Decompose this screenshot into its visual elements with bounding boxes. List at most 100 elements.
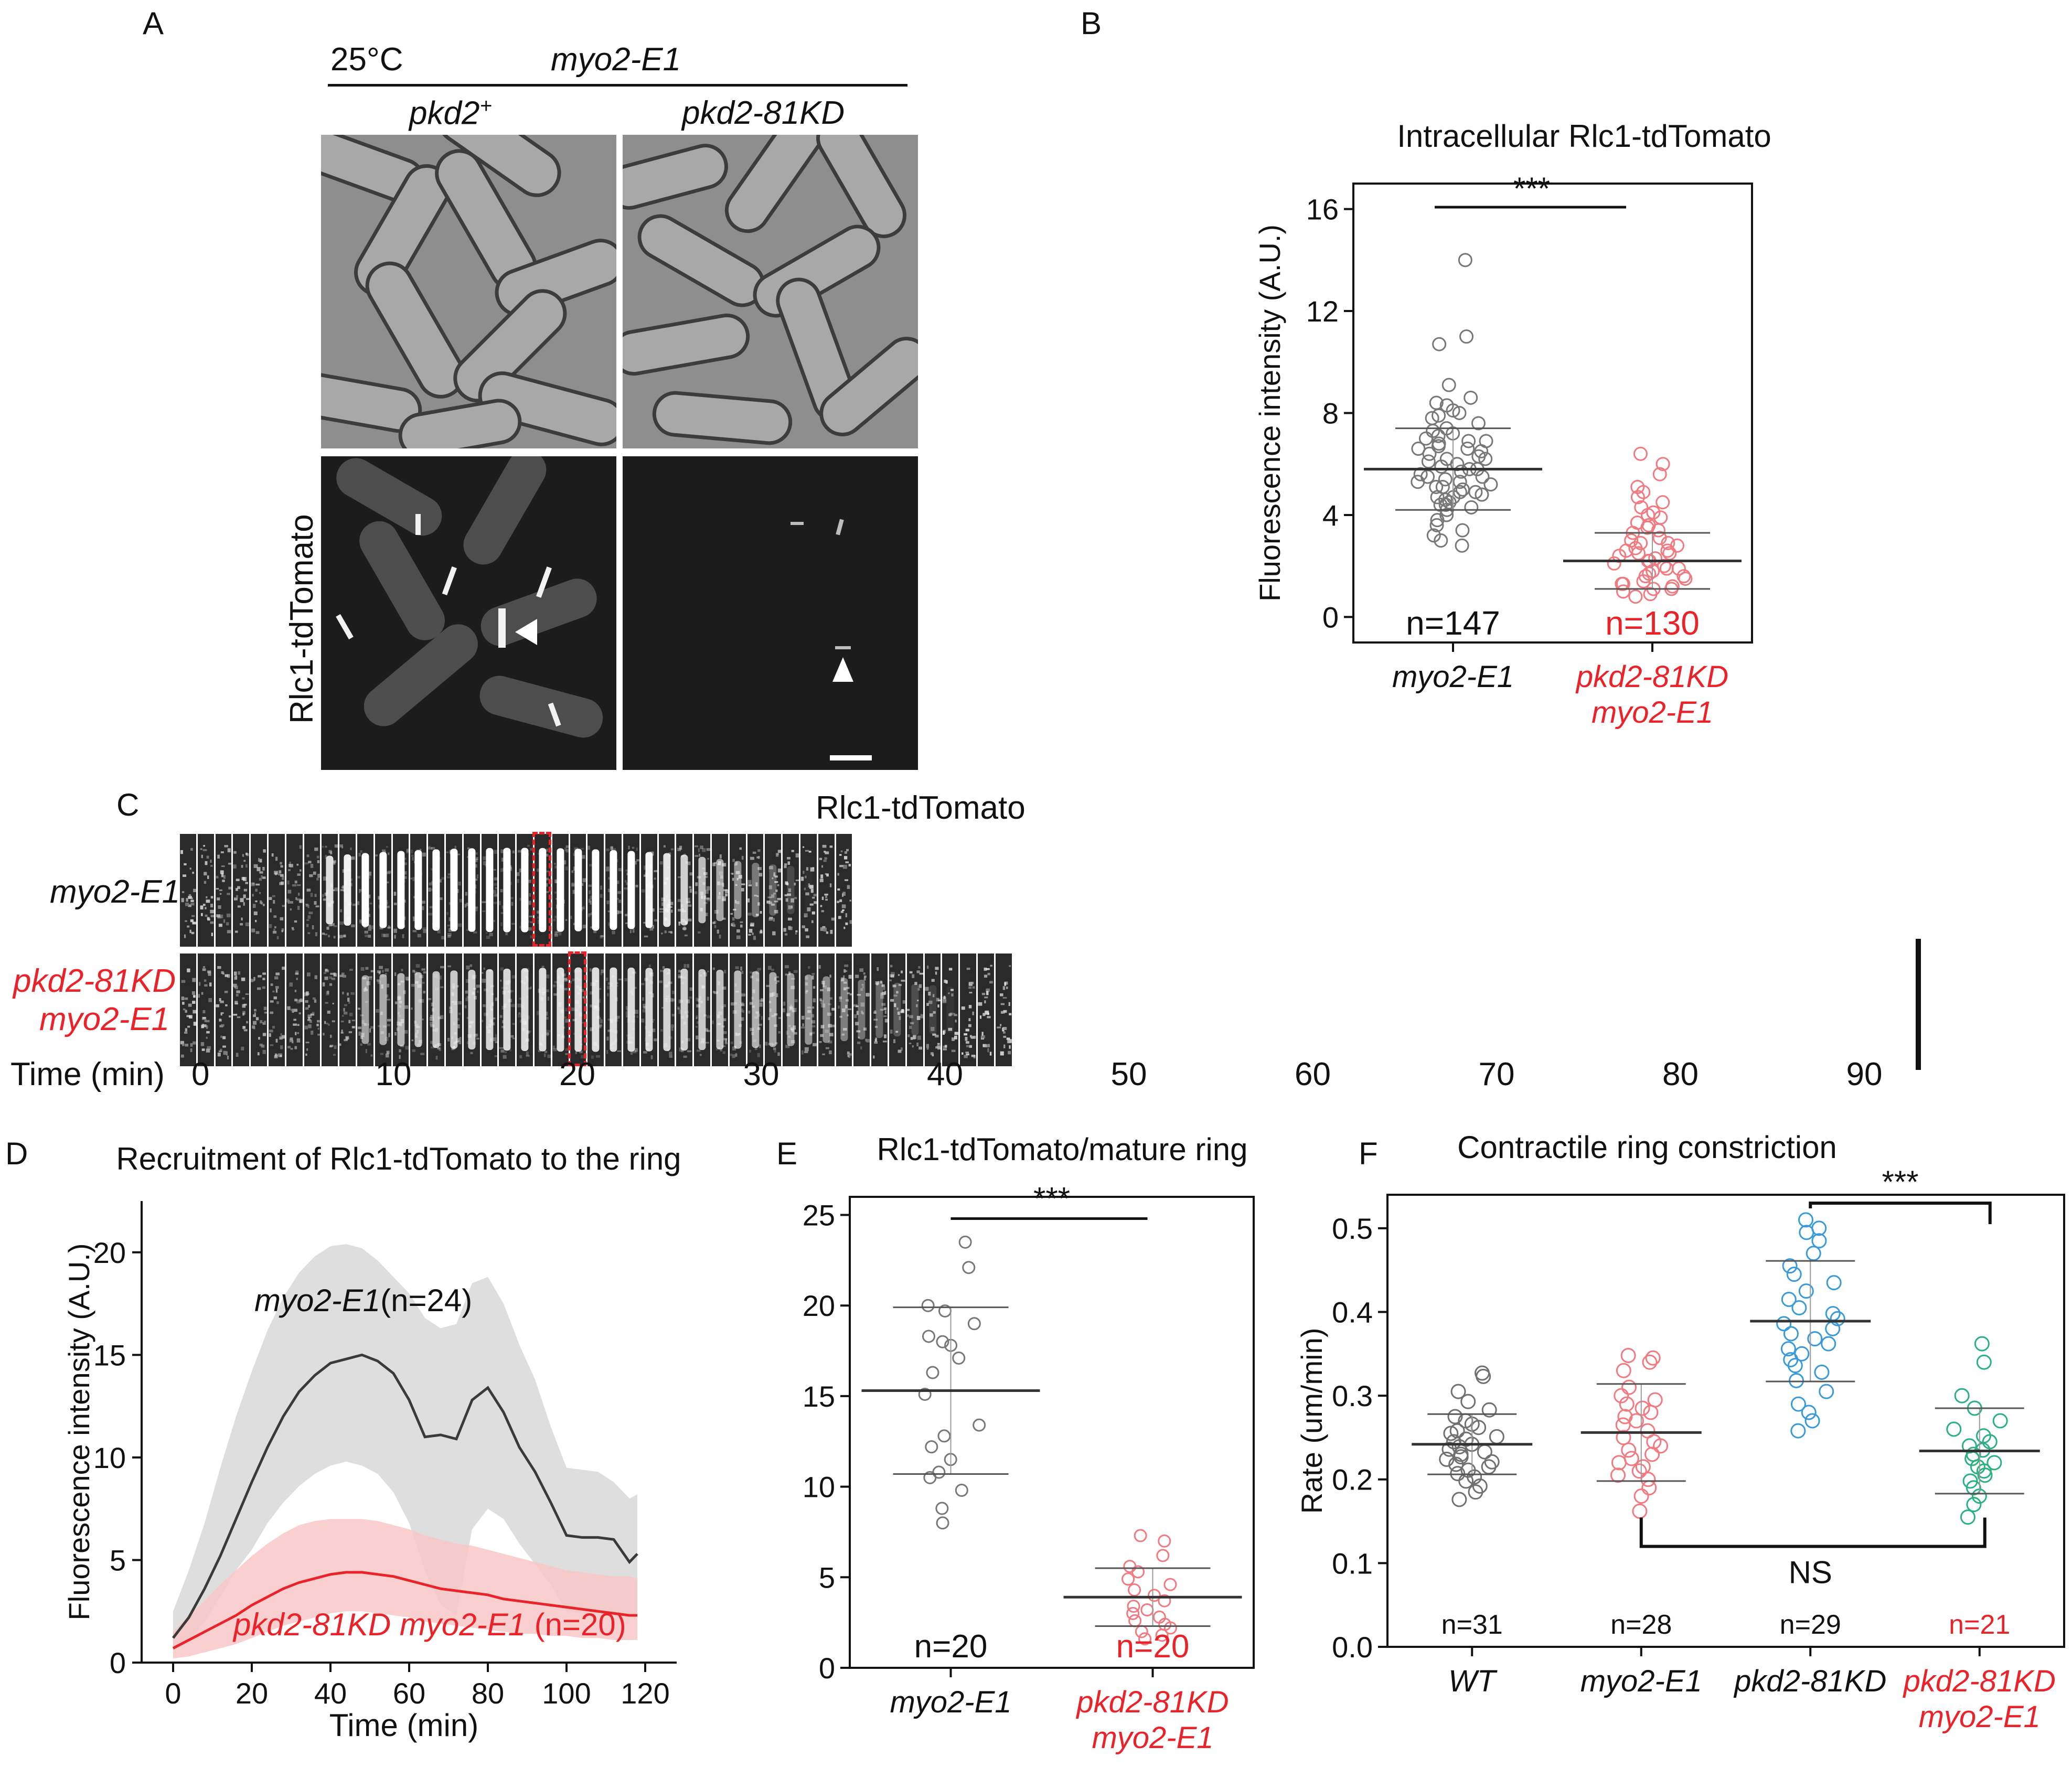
x-tick-label: 40 (314, 1677, 347, 1710)
speckle (836, 901, 839, 903)
speckle (875, 1025, 878, 1028)
speckle (927, 991, 931, 996)
speckle (307, 1004, 310, 1008)
speckle (206, 1048, 210, 1053)
speckle (793, 1008, 797, 1012)
speckle (840, 977, 845, 982)
speckle (828, 1050, 832, 1055)
speckle (273, 996, 277, 1000)
speckle (236, 895, 239, 899)
speckle (328, 850, 333, 853)
speckle (842, 1028, 847, 1031)
speckle (226, 1051, 228, 1056)
speckle (275, 1054, 278, 1056)
speckle (192, 921, 196, 925)
kymograph-frame (357, 834, 373, 947)
speckle (237, 1016, 241, 1019)
speckle (695, 882, 698, 886)
panel-f-chart: Contractile ring constriction0.00.10.20.… (1295, 1130, 2065, 1734)
speckle (968, 1005, 972, 1009)
speckle (333, 889, 335, 892)
speckle (190, 848, 193, 851)
speckle (554, 879, 559, 883)
speckle (378, 905, 380, 909)
speckle (305, 1053, 307, 1056)
kymograph-frame-image (375, 846, 391, 937)
speckle (437, 929, 441, 934)
speckle (934, 1035, 939, 1038)
speckle (768, 966, 772, 970)
speckle (986, 988, 990, 992)
speckle (590, 1004, 593, 1008)
speckle (233, 864, 237, 869)
speckle (422, 927, 426, 930)
speckle (210, 915, 214, 917)
speckle (961, 1006, 965, 1010)
speckle (529, 915, 533, 917)
speckle (325, 969, 328, 971)
speckle (221, 865, 225, 867)
data-point (1652, 467, 1667, 481)
speckle (937, 1046, 941, 1049)
data-point (1421, 469, 1435, 484)
speckle (387, 1024, 390, 1026)
speckle (428, 845, 431, 848)
y-tick-label: 16 (1306, 193, 1339, 226)
data-point (937, 1429, 951, 1443)
data-point (1783, 1326, 1799, 1342)
kymograph-frame-image (287, 970, 303, 1050)
speckle (821, 865, 823, 868)
contractile-ring (1000, 989, 1007, 1031)
kymograph-frame (499, 953, 516, 1066)
speckle (341, 972, 345, 976)
y-tick-label: 0.4 (1332, 1295, 1373, 1328)
speckle (291, 927, 294, 929)
speckle (263, 1021, 266, 1025)
speckle (742, 1010, 744, 1013)
speckle (254, 1009, 257, 1012)
kymograph-frame (640, 953, 657, 1066)
speckle (406, 849, 408, 854)
speckle (226, 913, 231, 918)
speckle (699, 853, 701, 857)
speckle (185, 1044, 189, 1047)
speckle (724, 893, 728, 897)
speckle (857, 1041, 861, 1044)
speckle (204, 984, 208, 987)
kymograph-frame-image (765, 966, 782, 1056)
speckle (873, 1019, 878, 1021)
speckle (970, 1035, 972, 1038)
speckle (307, 861, 312, 863)
speckle (610, 846, 614, 850)
speckle (458, 1040, 462, 1044)
speckle (765, 1042, 768, 1046)
speckle (223, 875, 226, 879)
speckle (191, 991, 195, 995)
y-tick-label: 0.2 (1332, 1463, 1373, 1496)
speckle (298, 999, 303, 1002)
contractile-ring (450, 970, 458, 1049)
contractile-ring (379, 974, 387, 1045)
n-label: n=31 (1441, 1610, 1503, 1640)
speckle (315, 905, 319, 907)
kymograph-frame-image (677, 845, 693, 937)
speckle (537, 910, 540, 914)
speckle (282, 967, 285, 970)
speckle (350, 848, 352, 850)
kymograph-frame (180, 834, 196, 947)
speckle (423, 991, 426, 994)
speckle (736, 929, 740, 933)
speckle (625, 1006, 628, 1010)
kymograph-frame-image (447, 965, 462, 1051)
speckle (563, 1026, 565, 1029)
data-point (1789, 1373, 1804, 1388)
panel-a-header-line (328, 84, 907, 87)
kymograph-frame-image (428, 966, 444, 1060)
speckle (202, 966, 205, 968)
speckle (695, 845, 699, 848)
speckle (616, 881, 620, 884)
data-point (1621, 1379, 1637, 1395)
speckle (464, 904, 466, 908)
speckle (293, 1009, 297, 1012)
speckle (190, 1043, 193, 1047)
